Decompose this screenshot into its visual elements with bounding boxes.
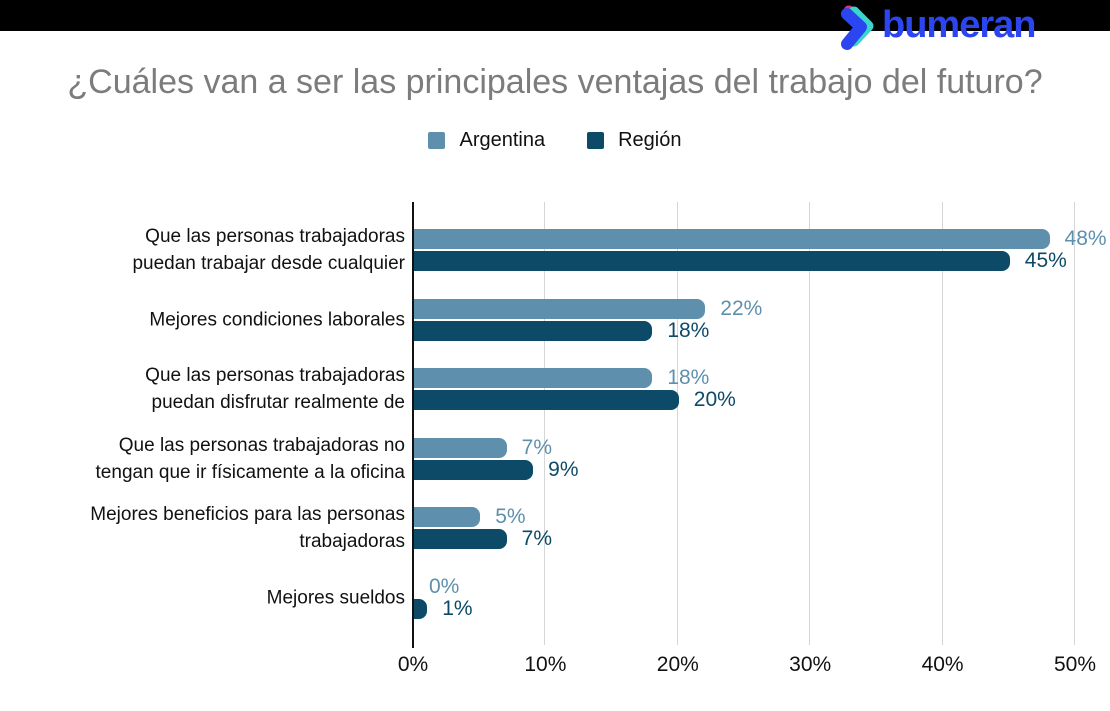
legend: Argentina Región [0, 129, 1110, 152]
bar-región-2 [414, 390, 679, 410]
x-tick-label-50%: 50% [1053, 653, 1097, 676]
bar-argentina-3 [414, 437, 507, 458]
legend-label-region: Región [618, 129, 682, 151]
x-tick-label-30%: 30% [789, 653, 832, 676]
y-axis-line [412, 202, 414, 648]
gridline-50% [1074, 202, 1075, 645]
bar-región-3 [414, 459, 534, 480]
bar-argentina-4 [414, 507, 481, 527]
legend-swatch-argentina [428, 132, 446, 149]
legend-label-argentina: Argentina [459, 129, 546, 151]
chart-title: ¿Cuáles van a ser las principales ventaj… [67, 63, 1043, 101]
x-tick-label-0%: 0% [397, 653, 429, 676]
gridline-30% [809, 202, 811, 645]
x-tick-label-40%: 40% [921, 653, 964, 676]
value-label-región-3: 9% [548, 457, 579, 481]
bumeran-boomerang-icon [841, 5, 874, 50]
gridline-20% [676, 202, 678, 645]
bar-región-0 [414, 251, 1010, 271]
value-label-argentina-0: 48% [1064, 227, 1107, 250]
legend-item-region: Región [587, 129, 682, 152]
legend-swatch-region [587, 132, 605, 149]
value-label-región-5: 1% [442, 596, 473, 620]
bar-argentina-0 [414, 229, 1050, 249]
bar-región-5 [414, 598, 428, 619]
gridline-10% [544, 202, 546, 645]
value-label-región-4: 7% [521, 527, 553, 550]
category-label-0: Que las personas trabajadoras puedan tra… [132, 226, 405, 274]
value-label-argentina-4: 5% [495, 505, 526, 528]
value-label-argentina-2: 18% [667, 366, 710, 389]
x-tick-label-20%: 20% [656, 653, 699, 676]
value-label-argentina-1: 22% [720, 296, 763, 320]
category-label-1: Mejores condiciones laborales [149, 309, 405, 330]
top-black-bar [0, 0, 1110, 31]
value-label-región-2: 20% [693, 388, 736, 411]
bar-argentina-1 [414, 298, 706, 319]
category-label-2: Que las personas trabajadoras puedan dis… [145, 365, 405, 413]
bumeran-logo-text: bumeran [882, 4, 1036, 46]
value-label-región-1: 18% [667, 318, 710, 342]
bar-región-4 [414, 529, 507, 549]
gridline-40% [941, 202, 943, 645]
category-label-3: Que las personas trabajadoras no tengan … [95, 434, 405, 483]
value-label-argentina-3: 7% [521, 435, 553, 459]
legend-item-argentina: Argentina [428, 129, 545, 152]
value-label-región-0: 45% [1024, 249, 1067, 272]
category-label-5: Mejores sueldos [266, 587, 405, 608]
value-label-argentina-5: 0% [429, 574, 460, 598]
category-label-4: Mejores beneficios para las personas tra… [90, 504, 405, 552]
x-tick-label-10%: 10% [524, 653, 567, 676]
bar-argentina-2 [414, 368, 653, 388]
bar-región-1 [414, 320, 653, 341]
bumeran-logo: bumeran [836, 2, 1036, 52]
